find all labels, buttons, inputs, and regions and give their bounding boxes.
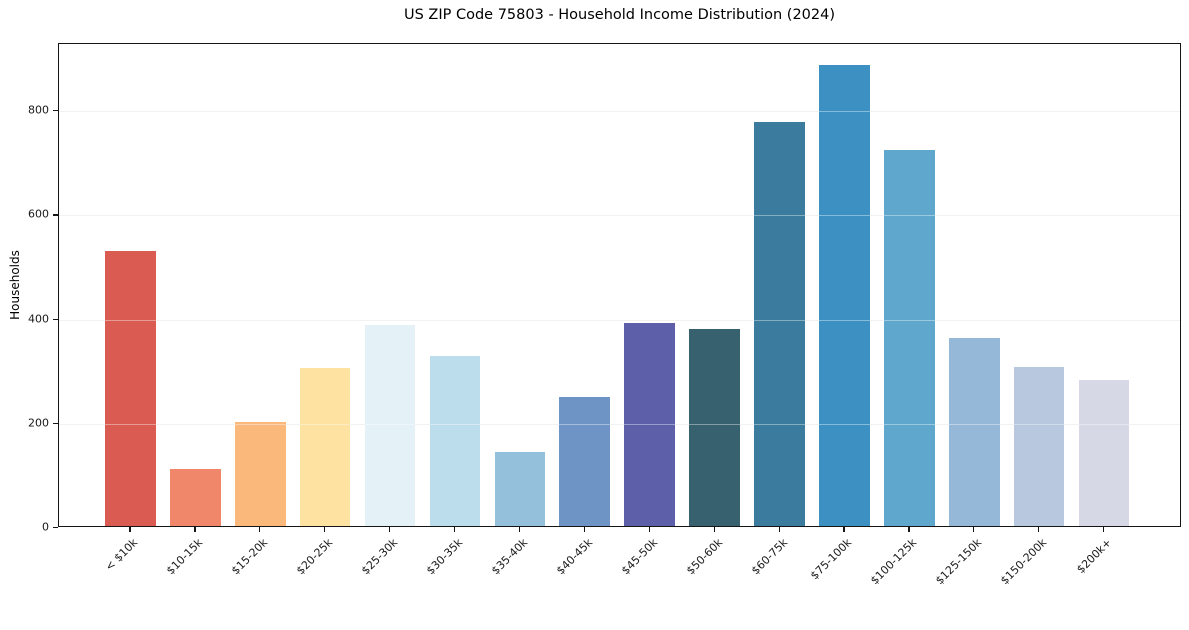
y-tick-label-400: 400 bbox=[28, 312, 49, 326]
y-tick-label-200: 200 bbox=[28, 416, 49, 430]
gridline-y-400 bbox=[59, 319, 1180, 321]
bar-4 bbox=[299, 368, 351, 526]
bar-11 bbox=[754, 122, 805, 526]
gridline-y-600 bbox=[59, 215, 1180, 217]
x-tick-mark-9 bbox=[648, 527, 650, 532]
x-tick-mark-5 bbox=[389, 527, 391, 532]
y-tick-mark-400 bbox=[53, 318, 58, 320]
bar-9 bbox=[624, 323, 676, 526]
bar-1 bbox=[105, 251, 156, 526]
bar-6 bbox=[429, 355, 481, 526]
bar-2 bbox=[170, 468, 221, 526]
x-tick-mark-13 bbox=[908, 527, 910, 532]
gridline-y-800 bbox=[59, 111, 1180, 113]
gridline-overlay-y-600 bbox=[59, 215, 1180, 217]
bar-15 bbox=[1013, 367, 1065, 526]
bar-3 bbox=[234, 421, 286, 526]
bar-13 bbox=[884, 149, 935, 526]
y-tick-label-800: 800 bbox=[28, 103, 49, 117]
x-tick-mark-10 bbox=[713, 527, 715, 532]
x-tick-mark-3 bbox=[259, 527, 261, 532]
bar-12 bbox=[819, 64, 870, 526]
x-tick-mark-1 bbox=[129, 527, 131, 532]
bar-16 bbox=[1078, 380, 1130, 526]
y-tick-mark-800 bbox=[53, 110, 58, 112]
gridline-overlay-y-200 bbox=[59, 423, 1180, 425]
x-tick-mark-6 bbox=[453, 527, 456, 532]
x-tick-mark-16 bbox=[1103, 527, 1105, 532]
y-axis-title: Households bbox=[8, 250, 22, 320]
y-tick-label-0: 0 bbox=[42, 520, 49, 534]
plot-area bbox=[58, 43, 1181, 527]
x-tick-mark-2 bbox=[194, 527, 196, 532]
bar-10 bbox=[689, 328, 740, 526]
bar-14 bbox=[948, 337, 1000, 526]
x-tick-mark-15 bbox=[1038, 527, 1040, 532]
x-tick-mark-12 bbox=[843, 527, 845, 532]
x-tick-mark-8 bbox=[583, 527, 585, 532]
gridline-overlay-y-800 bbox=[59, 111, 1180, 113]
bar-8 bbox=[559, 397, 611, 526]
y-tick-label-600: 600 bbox=[28, 207, 49, 221]
gridline-y-200 bbox=[59, 423, 1180, 425]
y-tick-mark-0 bbox=[53, 527, 58, 529]
bar-5 bbox=[364, 325, 416, 526]
x-tick-mark-4 bbox=[324, 527, 326, 532]
y-tick-mark-200 bbox=[53, 422, 58, 424]
x-tick-mark-7 bbox=[518, 527, 521, 532]
bar-chart-figure: US ZIP Code 75803 - Household Income Dis… bbox=[8, 7, 1181, 588]
gridline-overlay-y-400 bbox=[59, 319, 1180, 321]
chart-title: US ZIP Code 75803 - Household Income Dis… bbox=[403, 7, 836, 23]
x-tick-mark-14 bbox=[973, 527, 975, 532]
x-tick-mark-11 bbox=[778, 527, 780, 532]
bar-7 bbox=[494, 451, 546, 526]
y-tick-mark-600 bbox=[53, 214, 58, 216]
